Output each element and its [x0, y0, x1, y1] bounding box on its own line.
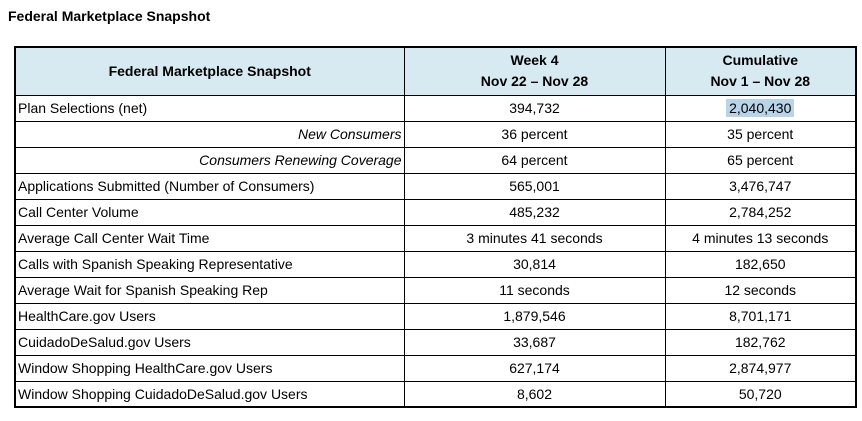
row-label: Average Wait for Spanish Speaking Rep: [14, 276, 405, 304]
header-cumulative-dates: Nov 1 – Nov 28: [710, 73, 811, 90]
week4-value: 36 percent: [403, 120, 666, 148]
header-cumulative-title: Cumulative: [722, 52, 798, 69]
cumulative-value: 2,784,252: [664, 198, 857, 226]
week4-value: 30,814: [403, 250, 666, 278]
header-label-column: Federal Marketplace Snapshot: [14, 46, 405, 96]
table-row: Call Center Volume 485,232 2,784,252: [14, 198, 857, 226]
week4-value: 11 seconds: [403, 276, 666, 304]
cumulative-value: 182,650: [664, 250, 857, 278]
cumulative-value: 8,701,171: [664, 302, 857, 330]
cumulative-value: 2,874,977: [664, 354, 857, 382]
header-week4-dates: Nov 22 – Nov 28: [480, 73, 589, 90]
table-row: Window Shopping HealthCare.gov Users 627…: [14, 354, 857, 382]
week4-value: 1,879,546: [403, 302, 666, 330]
row-label: Consumers Renewing Coverage: [14, 146, 405, 174]
header-week4-column: Week 4 Nov 22 – Nov 28: [403, 46, 666, 96]
week4-value: 565,001: [403, 172, 666, 200]
table-row: HealthCare.gov Users 1,879,546 8,701,171: [14, 302, 857, 330]
week4-value: 3 minutes 41 seconds: [403, 224, 666, 252]
header-week4-title: Week 4: [510, 52, 559, 69]
week4-value: 394,732: [403, 94, 666, 122]
cumulative-value: 50,720: [664, 380, 857, 408]
row-label: Call Center Volume: [14, 198, 405, 226]
row-label: Plan Selections (net): [14, 94, 405, 122]
cumulative-value: 182,762: [664, 328, 857, 356]
row-label: Window Shopping CuidadoDeSalud.gov Users: [14, 380, 405, 408]
selected-value[interactable]: 2,040,430: [726, 99, 795, 117]
cumulative-value: 3,476,747: [664, 172, 857, 200]
table-row: New Consumers 36 percent 35 percent: [14, 120, 857, 148]
page-title: Federal Marketplace Snapshot: [8, 8, 211, 24]
row-label: Average Call Center Wait Time: [14, 224, 405, 252]
row-label: Calls with Spanish Speaking Representati…: [14, 250, 405, 278]
week4-value: 33,687: [403, 328, 666, 356]
header-cumulative-column: Cumulative Nov 1 – Nov 28: [664, 46, 857, 96]
cumulative-value: 12 seconds: [664, 276, 857, 304]
table-row: Average Wait for Spanish Speaking Rep 11…: [14, 276, 857, 304]
row-label: CuidadoDeSalud.gov Users: [14, 328, 405, 356]
table-row: Calls with Spanish Speaking Representati…: [14, 250, 857, 278]
week4-value: 627,174: [403, 354, 666, 382]
row-label: Applications Submitted (Number of Consum…: [14, 172, 405, 200]
marketplace-table: Federal Marketplace Snapshot Week 4 Nov …: [14, 46, 857, 408]
table-row: Plan Selections (net) 394,732 2,040,430: [14, 94, 857, 122]
cumulative-value: 2,040,430: [664, 94, 857, 122]
table-row: Consumers Renewing Coverage 64 percent 6…: [14, 146, 857, 174]
table-row: Average Call Center Wait Time 3 minutes …: [14, 224, 857, 252]
cumulative-value: 35 percent: [664, 120, 857, 148]
row-label: New Consumers: [14, 120, 405, 148]
header-row: Federal Marketplace Snapshot Week 4 Nov …: [14, 46, 857, 96]
table-row: Applications Submitted (Number of Consum…: [14, 172, 857, 200]
row-label: HealthCare.gov Users: [14, 302, 405, 330]
cumulative-value: 65 percent: [664, 146, 857, 174]
week4-value: 8,602: [403, 380, 666, 408]
row-label: Window Shopping HealthCare.gov Users: [14, 354, 405, 382]
table-row: Window Shopping CuidadoDeSalud.gov Users…: [14, 380, 857, 408]
week4-value: 64 percent: [403, 146, 666, 174]
table-row: CuidadoDeSalud.gov Users 33,687 182,762: [14, 328, 857, 356]
week4-value: 485,232: [403, 198, 666, 226]
cumulative-value: 4 minutes 13 seconds: [664, 224, 857, 252]
